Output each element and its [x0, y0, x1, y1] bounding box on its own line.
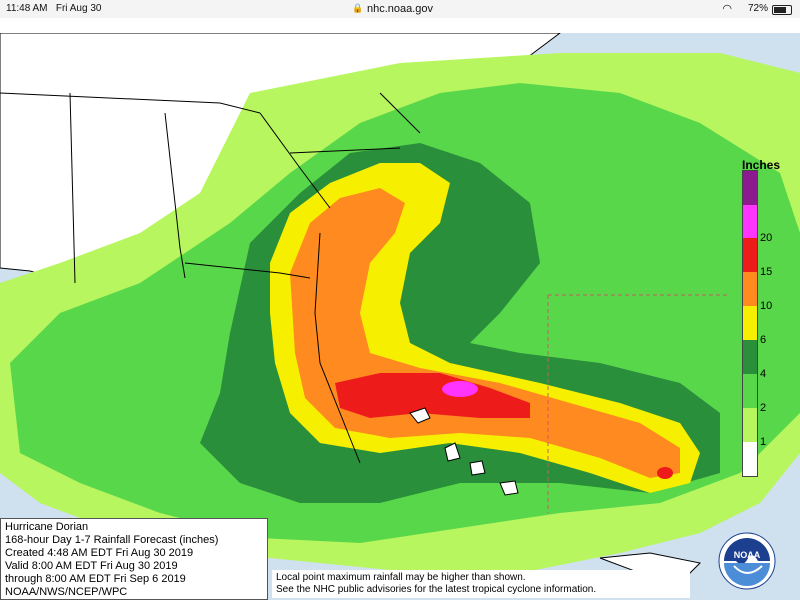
- url-label[interactable]: nhc.noaa.gov: [366, 3, 434, 15]
- info-created: Created 4:48 AM EDT Fri Aug 30 2019: [5, 547, 194, 559]
- info-forecast-type: 168-hour Day 1-7 Rainfall Forecast (inch…: [5, 534, 219, 546]
- legend-swatch: [742, 408, 758, 442]
- note-line-1: Local point maximum rainfall may be high…: [276, 572, 526, 583]
- legend-swatch: [742, 374, 758, 408]
- info-source: NOAA/NWS/NCEP/WPC: [5, 586, 128, 598]
- bahamas-islands: [409, 407, 519, 496]
- legend-label: 2: [760, 402, 767, 414]
- forecast-info-box: Hurricane Dorian 168-hour Day 1-7 Rainfa…: [0, 518, 268, 600]
- rainfall-legend: Inches 1 2 4 6 10 15 20: [742, 158, 797, 510]
- lock-icon: 🔒: [352, 3, 364, 13]
- legend-title: Inches: [742, 158, 781, 172]
- rain-red: [335, 373, 530, 418]
- state-borders: [0, 92, 421, 464]
- legend-swatch: [742, 272, 758, 306]
- legend-swatch: [742, 306, 758, 340]
- legend-swatch-lowest: [742, 442, 758, 477]
- legend-swatch: [742, 340, 758, 374]
- legend-label: 10: [760, 300, 773, 312]
- forecast-boundary: [547, 294, 730, 513]
- legend-label: 20: [760, 232, 773, 244]
- status-bar: 11:48 AM Fri Aug 30 🔒 nhc.noaa.gov ◠ 72%: [0, 0, 800, 18]
- info-valid-from: Valid 8:00 AM EDT Fri Aug 30 2019: [5, 560, 178, 572]
- info-storm-name: Hurricane Dorian: [5, 521, 89, 533]
- rain-red-spot: [657, 467, 673, 479]
- disclaimer-note: Local point maximum rainfall may be high…: [272, 570, 690, 598]
- info-valid-through: through 8:00 AM EDT Fri Sep 6 2019: [5, 573, 186, 585]
- legend-swatch: [742, 238, 758, 272]
- legend-label: 1: [760, 436, 767, 448]
- wifi-icon: ◠: [722, 3, 732, 15]
- svg-text:NOAA: NOAA: [734, 550, 761, 560]
- status-time: 11:48 AM Fri Aug 30: [6, 3, 102, 14]
- battery-percent: 72%: [747, 3, 768, 14]
- legend-label: 4: [760, 368, 767, 380]
- legend-label: 15: [760, 266, 773, 278]
- note-line-2: See the NHC public advisories for the la…: [276, 584, 597, 595]
- legend-swatch: [742, 204, 758, 238]
- legend-swatch: [742, 170, 758, 205]
- battery-icon: [772, 5, 792, 15]
- rain-magenta: [442, 381, 478, 397]
- rainfall-map[interactable]: [0, 33, 800, 600]
- noaa-logo-icon: NOAA: [718, 532, 776, 590]
- legend-label: 6: [760, 334, 767, 346]
